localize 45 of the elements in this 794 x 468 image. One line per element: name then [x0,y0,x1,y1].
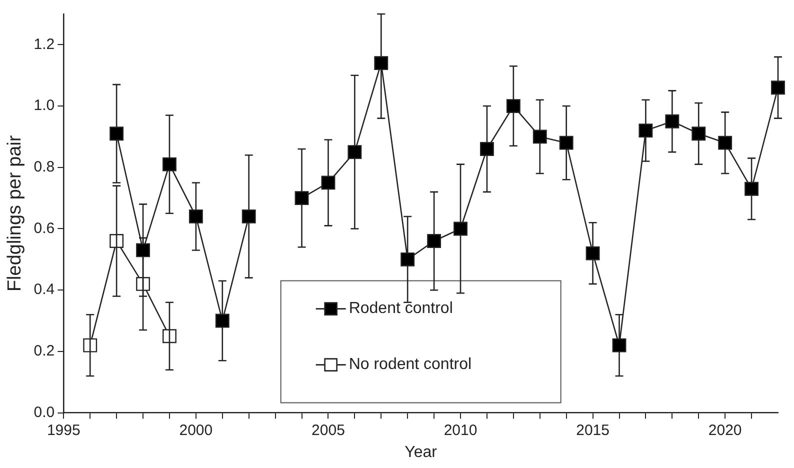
point [427,234,442,248]
x-tick-label: 2010 [444,422,478,439]
point [400,252,415,266]
point [532,130,547,144]
x-tick-label: 2015 [576,422,610,439]
y-axis-title: Fledglings per pair [4,134,26,292]
point [374,56,388,70]
point [559,136,574,150]
point [162,329,176,344]
point [215,314,230,328]
point [242,210,256,224]
point [110,234,124,248]
point [136,243,150,258]
y-tick-label: 0.6 [34,220,55,237]
legend-label: No rodent control [348,356,472,374]
y-tick-label: 1.2 [34,36,55,53]
point [294,191,309,206]
y-tick-label: 0.4 [34,281,55,298]
point [638,124,653,138]
legend-label: Rodent control [348,300,453,318]
point [188,210,203,224]
point [348,145,362,160]
point [454,222,468,236]
x-tick-label: 2005 [312,422,345,439]
point [718,136,732,150]
point [744,182,759,196]
y-tick-label: 1.0 [34,97,55,114]
y-tick-label: 0.2 [34,342,55,360]
point [665,114,680,128]
point [321,176,336,190]
point [771,80,785,95]
x-tick-label: 2000 [179,422,213,439]
point [586,246,600,260]
x-axis-title: Year [404,444,438,461]
point [612,338,626,352]
point [110,126,124,141]
point [480,142,494,156]
point [506,99,520,113]
y-tick-label: 0.0 [34,404,55,421]
y-tick-label: 0.8 [34,158,55,176]
point [692,126,706,141]
x-tick-label: 2020 [708,422,742,439]
point [162,157,176,172]
x-tick-label: 1995 [46,422,80,439]
point [136,276,150,291]
